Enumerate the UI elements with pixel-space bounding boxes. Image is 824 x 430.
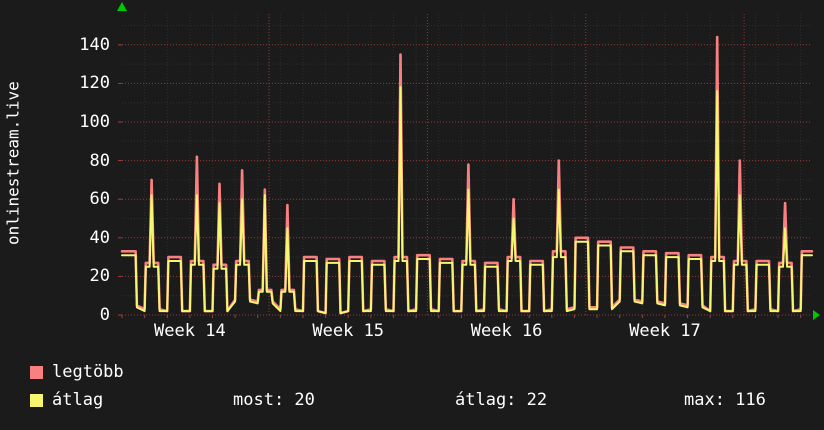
y-tick-label: 120 [79,73,110,94]
legend-stat-max: max: 116 [684,390,766,410]
y-tick-label: 140 [79,34,110,55]
y-tick-label: 60 [89,189,110,210]
legend-label-atlag: átlag [52,390,104,410]
chart-canvas [117,2,820,320]
x-axis-week-label: Week 14 [154,321,226,341]
x-axis-week-label: Week 15 [312,321,385,341]
y-axis-title: onlinestream.live [3,81,23,246]
legend-label-legtobb: legtöbb [52,362,124,382]
x-axis-week-label: Week 16 [470,321,543,341]
x-axis-week-label: Week 17 [629,321,701,341]
y-tick-label: 100 [79,112,110,132]
y-tick-label: 80 [89,150,110,171]
y-tick-label: 20 [89,266,110,287]
x-axis-arrow-icon [813,310,820,320]
legend-swatch-legtobb [30,366,43,379]
legend-stat-most: most: 20 [233,390,315,410]
y-tick-label: 0 [99,305,110,325]
legend-swatch-atlag [30,394,43,407]
legend-stat-atlag: átlag: 22 [455,390,548,410]
y-axis-arrow-icon [117,2,127,11]
y-tick-label: 40 [89,227,110,248]
